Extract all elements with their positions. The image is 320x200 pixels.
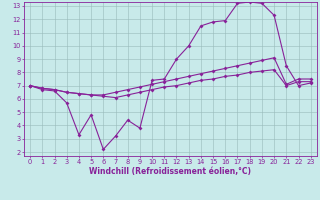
X-axis label: Windchill (Refroidissement éolien,°C): Windchill (Refroidissement éolien,°C) xyxy=(89,167,252,176)
